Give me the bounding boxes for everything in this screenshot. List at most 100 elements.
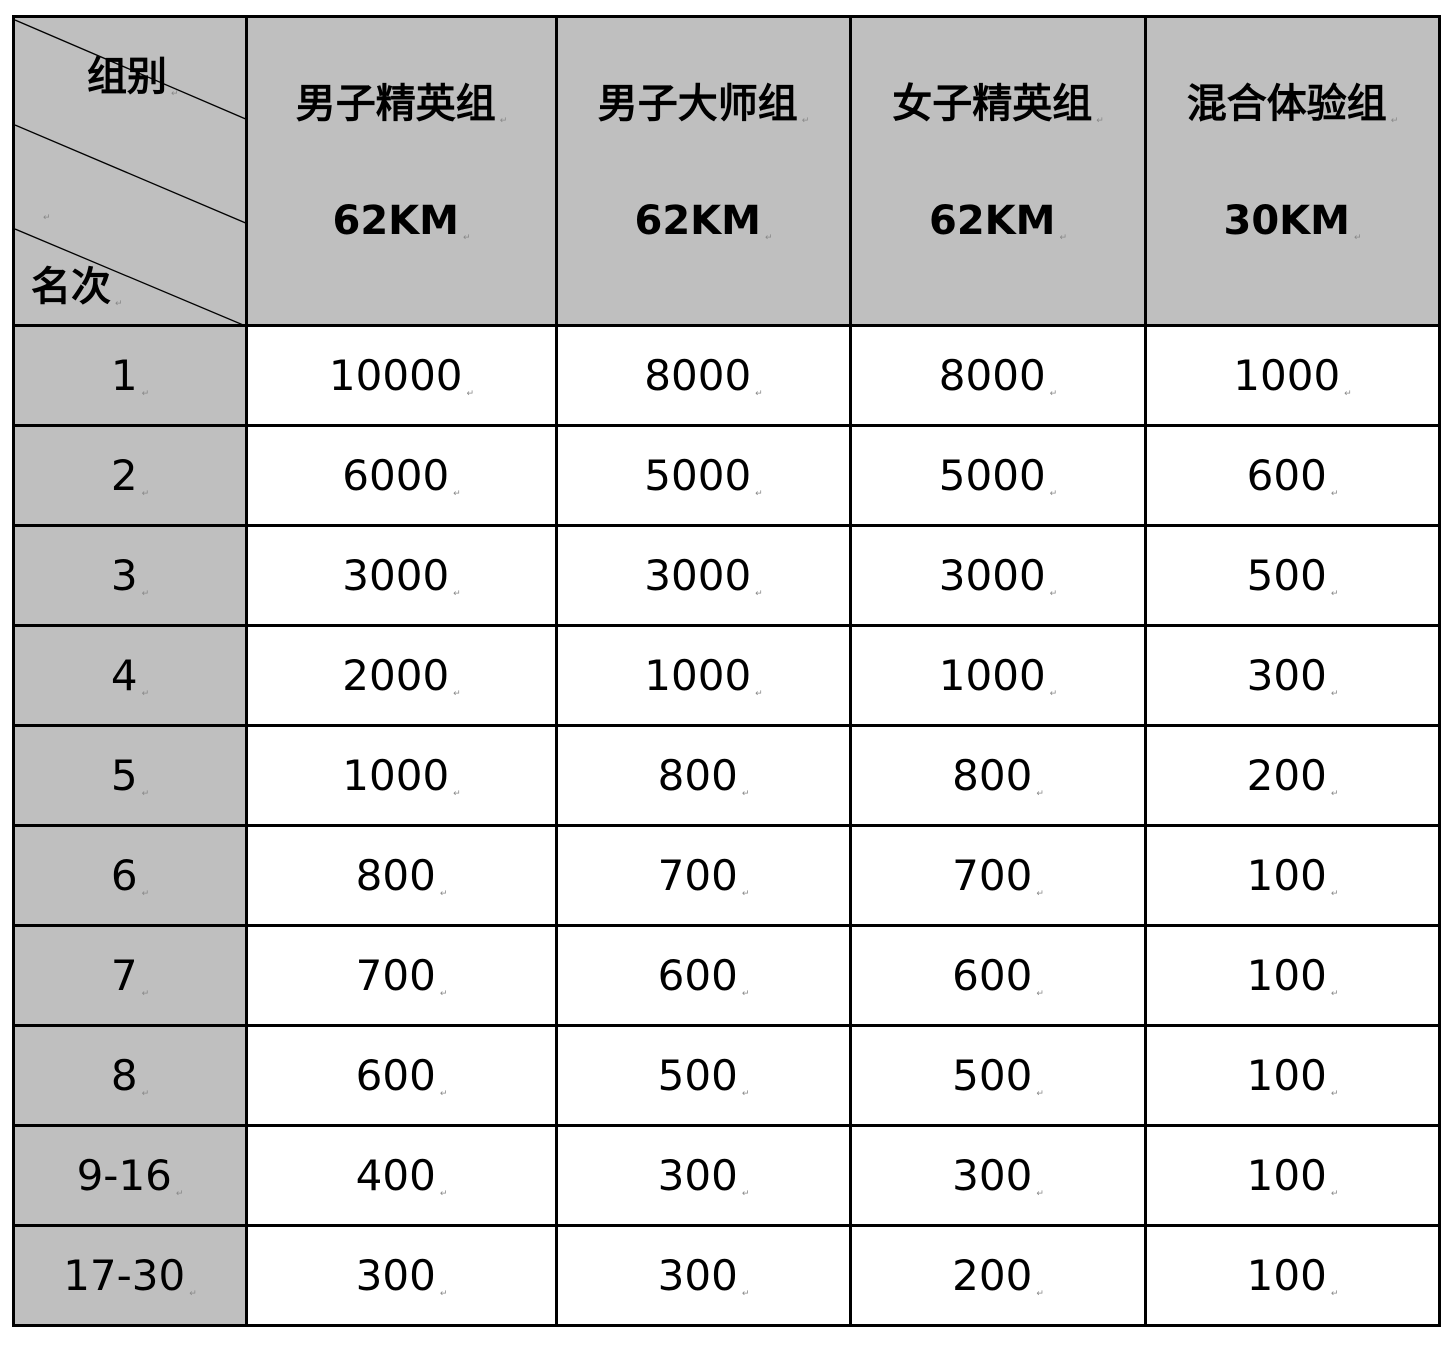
table-row: 7 700 600 600 100 [12,924,1441,1027]
prize-value: 500 [952,1051,1044,1100]
prize-value: 800 [356,851,448,900]
table-row: 6 800 700 700 100 [12,824,1441,927]
prize-cell: 100 [1144,924,1441,1027]
column-header: 男子大师组 62KM [555,15,852,327]
prize-cell: 500 [849,1024,1147,1127]
prize-cell: 8000 [555,324,852,427]
prize-value: 10000 [329,351,474,400]
prize-cell: 3000 [849,524,1147,627]
prize-value: 6000 [342,451,460,500]
table-row: 1 10000 8000 8000 1000 [12,324,1441,427]
rank-cell: 1 [12,324,248,427]
rank-label: 9-16 [77,1151,184,1200]
prize-cell: 500 [1144,524,1441,627]
prize-value: 100 [1247,851,1339,900]
prize-table: 组别 名次 男子精英组 62KM 男子大师组 62KM 女子精英组 62KM 混合体验组 30… [12,15,1441,1327]
header-row: 组别 名次 男子精英组 62KM 男子大师组 62KM 女子精英组 62KM 混合体验组 30… [12,15,1441,327]
prize-cell: 3000 [555,524,852,627]
prize-value: 5000 [644,451,762,500]
rank-label: 5 [111,751,149,800]
prize-value: 100 [1247,1151,1339,1200]
paragraph-mark [39,178,51,224]
prize-cell: 500 [555,1024,852,1127]
prize-value: 100 [1247,1251,1339,1300]
rank-label: 2 [111,451,149,500]
prize-value: 500 [1247,551,1339,600]
prize-cell: 300 [555,1124,852,1227]
prize-cell: 10000 [245,324,558,427]
prize-value: 1000 [342,751,460,800]
table-row: 4 2000 1000 1000 300 [12,624,1441,727]
prize-value: 300 [1247,651,1339,700]
corner-rank-label: 名次 [31,254,123,312]
prize-cell: 300 [1144,624,1441,727]
prize-value: 600 [1247,451,1339,500]
column-name: 混合体验组 [1187,81,1399,127]
column-name: 女子精英组 [892,81,1104,127]
column-header: 女子精英组 62KM [849,15,1147,327]
prize-cell: 5000 [555,424,852,527]
rank-cell: 17-30 [12,1224,248,1327]
prize-cell: 600 [555,924,852,1027]
prize-value: 1000 [1233,351,1351,400]
rank-cell: 2 [12,424,248,527]
prize-value: 400 [356,1151,448,1200]
prize-cell: 1000 [245,724,558,827]
prize-cell: 8000 [849,324,1147,427]
table-row: 17-30 300 300 200 100 [12,1224,1441,1327]
prize-cell: 100 [1144,824,1441,927]
rank-cell: 5 [12,724,248,827]
prize-value: 500 [658,1051,750,1100]
prize-value: 600 [356,1051,448,1100]
prize-cell: 5000 [849,424,1147,527]
rank-label: 3 [111,551,149,600]
rank-label: 4 [111,651,149,700]
prize-value: 100 [1247,951,1339,1000]
prize-value: 800 [952,751,1044,800]
rank-cell: 3 [12,524,248,627]
prize-cell: 800 [849,724,1147,827]
prize-value: 800 [658,751,750,800]
rank-cell: 8 [12,1024,248,1127]
table-row: 9-16 400 300 300 100 [12,1124,1441,1227]
prize-cell: 600 [245,1024,558,1127]
prize-cell: 1000 [849,624,1147,727]
prize-cell: 300 [849,1124,1147,1227]
table-row: 8 600 500 500 100 [12,1024,1441,1127]
rank-label: 1 [111,351,149,400]
prize-cell: 600 [1144,424,1441,527]
corner-cell: 组别 名次 [12,15,248,327]
prize-cell: 800 [555,724,852,827]
column-distance: 62KM [929,198,1067,244]
table-row: 3 3000 3000 3000 500 [12,524,1441,627]
corner-group-label: 组别 [87,44,179,102]
prize-cell: 200 [849,1224,1147,1327]
prize-value: 300 [658,1251,750,1300]
column-header: 混合体验组 30KM [1144,15,1441,327]
prize-value: 3000 [644,551,762,600]
prize-cell: 100 [1144,1024,1441,1127]
prize-value: 8000 [939,351,1057,400]
column-distance: 30KM [1223,198,1361,244]
prize-value: 100 [1247,1051,1339,1100]
prize-cell: 200 [1144,724,1441,827]
prize-value: 200 [1247,751,1339,800]
prize-value: 600 [658,951,750,1000]
prize-cell: 700 [245,924,558,1027]
prize-cell: 6000 [245,424,558,527]
prize-value: 3000 [939,551,1057,600]
prize-cell: 2000 [245,624,558,727]
table-row: 5 1000 800 800 200 [12,724,1441,827]
column-name: 男子大师组 [598,81,810,127]
prize-value: 1000 [939,651,1057,700]
prize-value: 600 [952,951,1044,1000]
prize-value: 700 [952,851,1044,900]
column-distance: 62KM [332,198,470,244]
prize-cell: 700 [555,824,852,927]
prize-value: 200 [952,1251,1044,1300]
rank-cell: 6 [12,824,248,927]
table-row: 2 6000 5000 5000 600 [12,424,1441,527]
prize-cell: 700 [849,824,1147,927]
prize-value: 8000 [644,351,762,400]
prize-cell: 100 [1144,1124,1441,1227]
